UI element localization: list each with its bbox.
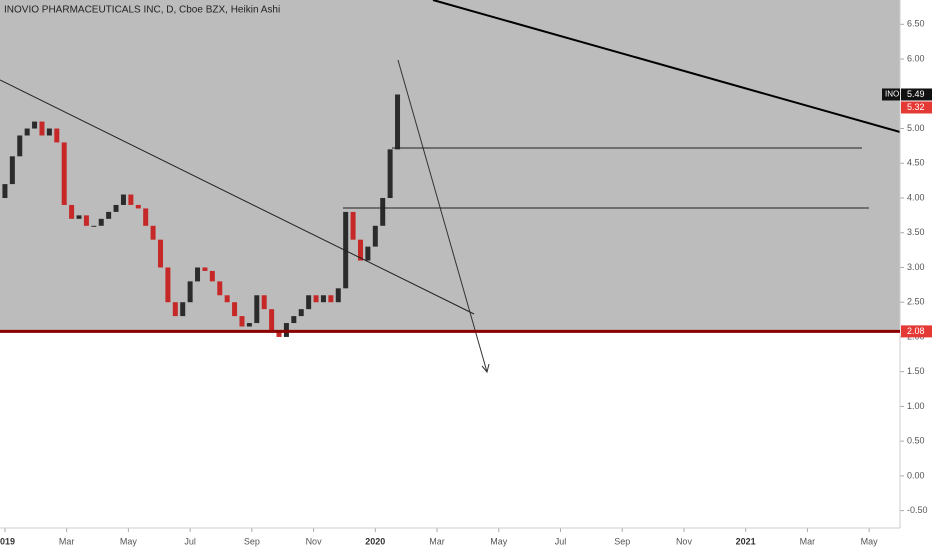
symbol-label: INO bbox=[885, 90, 899, 99]
arrow-head bbox=[481, 363, 490, 374]
x-tick-label: 2020 bbox=[365, 536, 385, 546]
candle bbox=[2, 184, 8, 198]
level-label: 2.08 bbox=[907, 326, 925, 336]
y-tick-label: 0.00 bbox=[907, 470, 925, 480]
y-tick-label: 0.50 bbox=[907, 436, 925, 446]
candle bbox=[195, 267, 201, 282]
arrow-line bbox=[397, 59, 488, 373]
candle bbox=[291, 316, 297, 324]
chart-title: INOVIO PHARMACEUTICALS INC, D, Cboe BZX,… bbox=[4, 5, 280, 16]
candle bbox=[202, 267, 208, 271]
shaded-zone bbox=[0, 0, 900, 330]
candle bbox=[365, 246, 371, 261]
price-label: 5.49 bbox=[907, 89, 925, 99]
candle bbox=[246, 323, 252, 327]
candle bbox=[32, 121, 38, 129]
candle bbox=[239, 316, 245, 327]
candle bbox=[135, 204, 141, 209]
candle bbox=[39, 121, 45, 136]
prev-tag bbox=[901, 101, 932, 114]
candle bbox=[46, 128, 52, 136]
x-tick-label: Jul bbox=[184, 536, 196, 546]
price-tag bbox=[901, 88, 932, 101]
candle bbox=[54, 128, 60, 143]
x-tick-label: May bbox=[120, 536, 138, 546]
candle bbox=[380, 198, 386, 226]
candle bbox=[372, 225, 378, 247]
y-tick-label: 1.50 bbox=[907, 366, 925, 376]
axes: -0.500.000.501.001.502.002.503.003.504.0… bbox=[0, 19, 928, 547]
candle bbox=[328, 295, 334, 303]
candle bbox=[269, 309, 275, 330]
x-tick-label: Mar bbox=[800, 536, 816, 546]
candle bbox=[91, 225, 97, 227]
y-tick-label: 3.50 bbox=[907, 227, 925, 237]
candle bbox=[209, 270, 215, 282]
x-tick-label: Sep bbox=[614, 536, 630, 546]
x-tick-label: 2021 bbox=[736, 536, 756, 546]
candle bbox=[98, 218, 104, 226]
y-tick-label: 5.00 bbox=[907, 123, 925, 133]
candle bbox=[254, 295, 260, 324]
candle bbox=[306, 295, 312, 310]
y-tick-label: 4.50 bbox=[907, 158, 925, 168]
candle bbox=[217, 281, 223, 296]
candle bbox=[24, 128, 30, 136]
candle bbox=[320, 295, 326, 303]
x-tick-label: Nov bbox=[676, 536, 693, 546]
candle bbox=[157, 239, 163, 268]
candle bbox=[335, 288, 341, 303]
y-tick-label: 1.00 bbox=[907, 401, 925, 411]
x-tick-label: May bbox=[861, 536, 879, 546]
candle bbox=[172, 302, 178, 317]
symbol-tag bbox=[882, 88, 900, 101]
candle bbox=[395, 94, 401, 150]
candle bbox=[76, 215, 82, 219]
candle bbox=[313, 295, 319, 303]
trend-line bbox=[0, 79, 475, 315]
candle bbox=[61, 142, 67, 205]
candle bbox=[17, 135, 23, 157]
x-tick-label: May bbox=[490, 536, 508, 546]
x-tick-label: 2019 bbox=[0, 536, 15, 546]
candle bbox=[128, 194, 134, 205]
x-tick-label: Mar bbox=[429, 536, 445, 546]
candle bbox=[232, 302, 238, 317]
y-tick-label: 6.00 bbox=[907, 53, 925, 63]
y-tick-label: 6.50 bbox=[907, 19, 925, 29]
candle bbox=[165, 267, 171, 303]
candle bbox=[387, 149, 393, 198]
candle bbox=[106, 211, 112, 219]
level-tag bbox=[901, 325, 932, 338]
x-tick-label: Mar bbox=[59, 536, 75, 546]
candle bbox=[187, 281, 193, 303]
candle bbox=[298, 309, 304, 317]
x-tick-label: Sep bbox=[244, 536, 260, 546]
x-tick-label: Jul bbox=[555, 536, 567, 546]
candle bbox=[69, 204, 75, 219]
candle bbox=[143, 208, 149, 226]
candle bbox=[357, 239, 363, 261]
y-tick-label: 3.00 bbox=[907, 262, 925, 272]
candle bbox=[150, 225, 156, 240]
candle bbox=[120, 194, 126, 205]
candle bbox=[180, 302, 186, 317]
y-tick-label: 4.00 bbox=[907, 192, 925, 202]
prev-label: 5.32 bbox=[907, 102, 925, 112]
candle bbox=[261, 295, 267, 310]
candle bbox=[113, 204, 119, 212]
y-tick-label: 2.50 bbox=[907, 297, 925, 307]
candle bbox=[224, 295, 230, 303]
candle bbox=[83, 215, 89, 226]
candle bbox=[276, 330, 282, 337]
trend-line bbox=[432, 0, 901, 133]
candle bbox=[9, 156, 15, 185]
y-tick-label: -0.50 bbox=[907, 505, 928, 515]
candle bbox=[350, 211, 356, 240]
x-tick-label: Nov bbox=[306, 536, 323, 546]
